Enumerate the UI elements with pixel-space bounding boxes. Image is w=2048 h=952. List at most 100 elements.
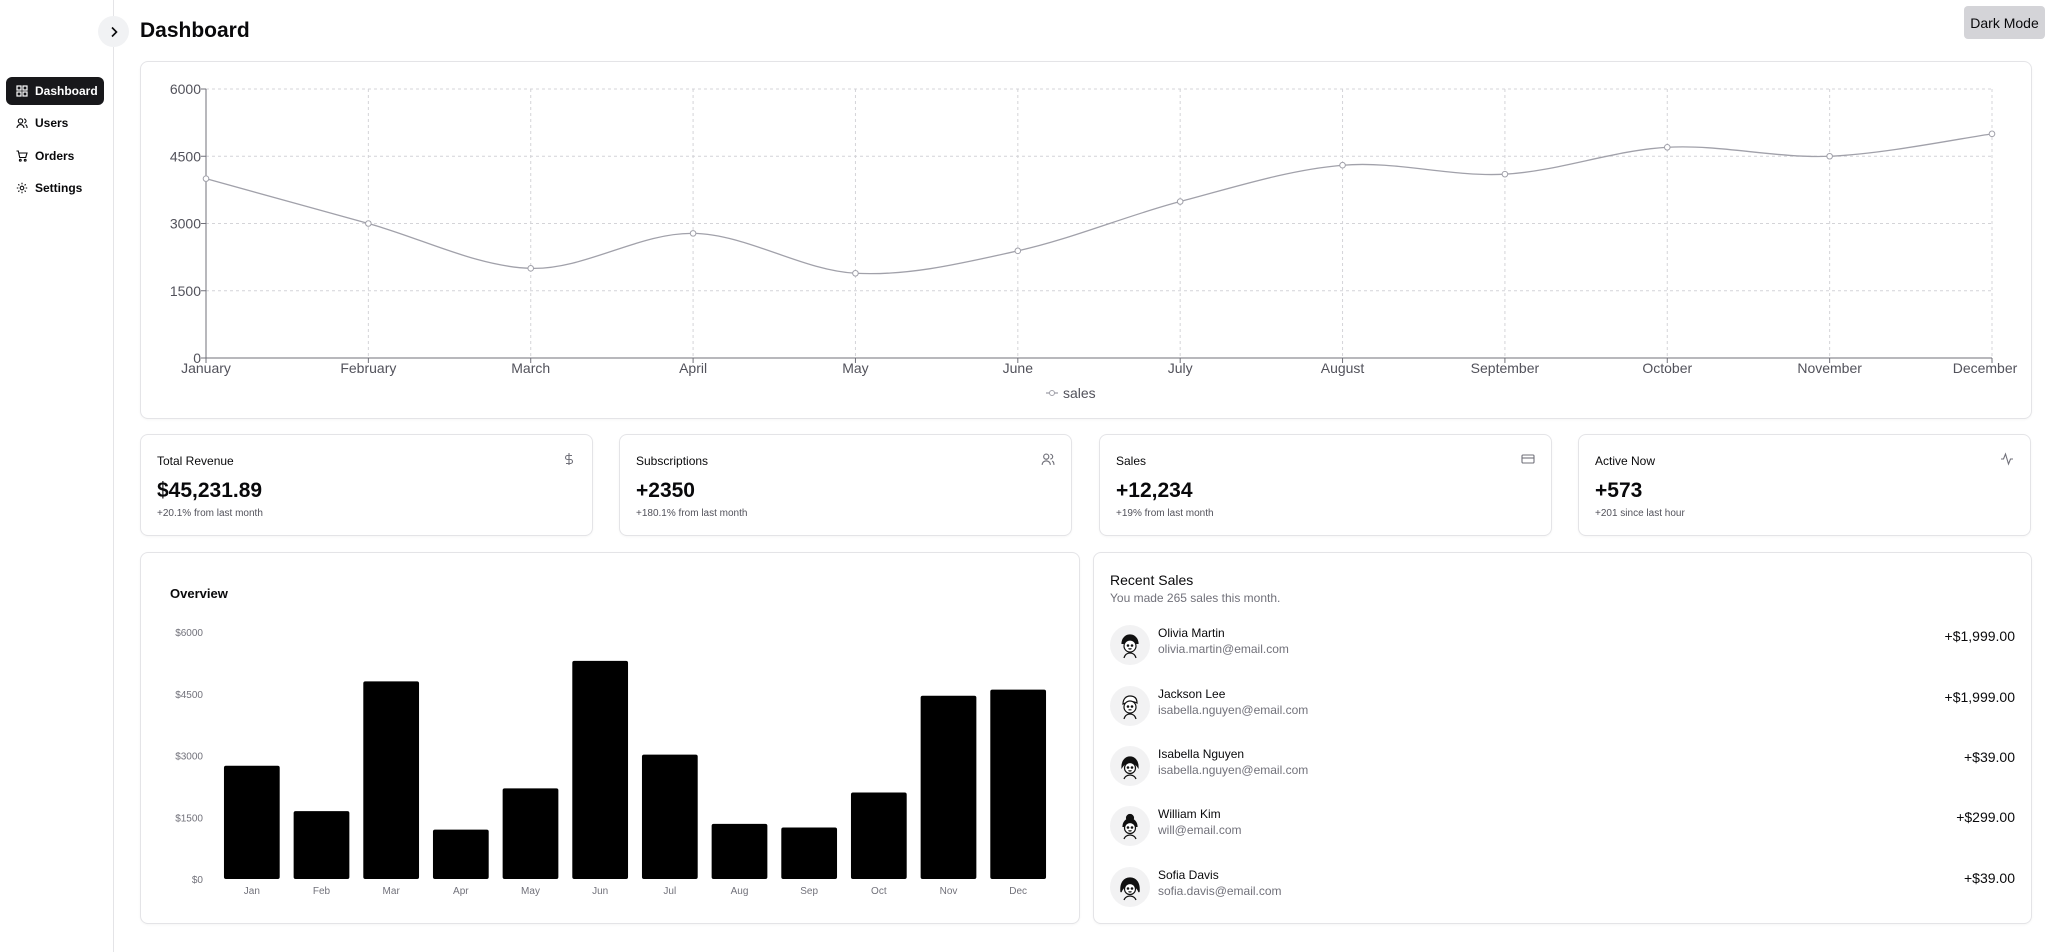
page-title: Dashboard [140, 19, 250, 42]
dollar-icon [564, 453, 574, 465]
stat-note: +201 since last hour [1595, 508, 1685, 519]
bar [572, 660, 629, 879]
data-point [1339, 161, 1346, 169]
x-tick-label: Jan [244, 886, 260, 897]
bar [920, 695, 977, 879]
sale-row[interactable]: Jackson Lee isabella.nguyen@email.com +$… [1110, 684, 2015, 728]
legend-swatch-point [1049, 390, 1055, 396]
x-tick-label: October [1642, 360, 1692, 376]
sidebar-toggle-button[interactable] [98, 16, 129, 47]
stat-card-subscriptions: Subscriptions +2350 +180.1% from last mo… [619, 434, 1072, 536]
grid-icon [16, 85, 28, 97]
data-point [1176, 198, 1184, 205]
dark-mode-button[interactable]: Dark Mode [1964, 6, 2045, 39]
stat-value: +573 [1595, 479, 1643, 502]
legend-label: sales [1063, 385, 1096, 401]
recent-sales-title: Recent Sales [1110, 572, 1194, 588]
sale-email: sofia.davis@email.com [1158, 884, 1282, 898]
x-tick-label: Jul [663, 886, 676, 897]
bar [990, 689, 1047, 879]
sidebar-item-orders[interactable]: Orders [6, 142, 104, 170]
y-tick-label: 3000 [170, 216, 201, 232]
sale-email: will@email.com [1158, 823, 1242, 837]
sidebar-item-dashboard[interactable]: Dashboard [6, 77, 104, 105]
avatar-face-icon [1122, 813, 1138, 840]
avatar-face-icon [1122, 695, 1138, 720]
sale-email: isabella.nguyen@email.com [1158, 703, 1309, 717]
recent-sales-subtitle: You made 265 sales this month. [1110, 591, 1281, 605]
y-tick-label: $3000 [175, 752, 203, 763]
sidebar-item-users[interactable]: Users [6, 109, 104, 137]
avatar-face-icon [1121, 756, 1139, 780]
x-tick-label: Dec [1009, 886, 1027, 897]
sale-row[interactable]: William Kim will@email.com +$299.00 [1110, 804, 2015, 848]
sale-email: olivia.martin@email.com [1158, 642, 1289, 656]
sidebar: Dashboard Users Orders Settings [0, 0, 114, 952]
y-tick-label: 4500 [170, 148, 201, 164]
x-tick-label: Nov [940, 886, 958, 897]
x-tick-label: Mar [383, 886, 401, 897]
data-point [1826, 152, 1833, 160]
sale-amount: +$1,999.00 [1944, 689, 2015, 705]
y-tick-label: 1500 [170, 283, 201, 299]
sale-amount: +$39.00 [1964, 870, 2015, 886]
sale-row[interactable]: Olivia Martin olivia.martin@email.com +$… [1110, 623, 2015, 667]
data-point [1663, 143, 1671, 151]
avatar [1110, 686, 1150, 726]
sale-email: isabella.nguyen@email.com [1158, 763, 1309, 777]
avatar [1110, 625, 1150, 665]
bar [293, 811, 350, 879]
y-tick-label: 0 [193, 350, 201, 366]
y-tick-label: $6000 [175, 628, 203, 639]
y-tick-label: $4500 [175, 690, 203, 701]
x-tick-label: January [181, 360, 231, 376]
x-tick-label: Jun [592, 886, 608, 897]
avatar [1110, 867, 1150, 907]
sales-line-chart: 0 1500 3000 4500 6000 January February March Apr… [140, 61, 2032, 419]
bar [223, 765, 280, 879]
activity-icon [2001, 452, 2013, 466]
data-point [1501, 170, 1509, 178]
stat-title: Active Now [1595, 454, 1656, 468]
sale-row[interactable]: Isabella Nguyen isabella.nguyen@email.co… [1110, 744, 2015, 788]
data-point [527, 265, 535, 272]
x-tick-label: May [842, 360, 868, 376]
x-tick-label: Sep [800, 886, 818, 897]
sale-amount: +$299.00 [1956, 809, 2015, 825]
x-tick-label: Aug [731, 886, 749, 897]
data-point [1988, 130, 1996, 138]
stat-note: +19% from last month [1116, 508, 1214, 519]
sidebar-item-label: Orders [35, 148, 75, 163]
x-tick-label: Feb [313, 886, 331, 897]
sidebar-item-settings[interactable]: Settings [6, 174, 104, 202]
sales-line [205, 133, 1993, 275]
sidebar-item-label: Dashboard [35, 84, 98, 98]
bar [363, 681, 420, 879]
x-tick-label: December [1953, 360, 2018, 376]
users-icon [1041, 453, 1055, 465]
x-tick-label: Apr [453, 886, 469, 897]
avatar [1110, 746, 1150, 786]
sidebar-item-label: Settings [35, 181, 83, 196]
cart-icon [16, 150, 28, 162]
x-tick-label: June [1003, 360, 1034, 376]
overview-card: Overview $0 $1500 $3000 $4500 $6000 Jan Feb Mar… [140, 552, 1080, 924]
y-tick-label: 6000 [170, 81, 201, 97]
bar [850, 792, 907, 879]
sale-row[interactable]: Sofia Davis sofia.davis@email.com +$39.0… [1110, 865, 2015, 909]
x-tick-label: November [1797, 360, 1862, 376]
bar [781, 827, 838, 879]
stat-card-active-now: Active Now +573 +201 since last hour [1578, 434, 2031, 536]
overview-bar-chart: $0 $1500 $3000 $4500 $6000 Jan Feb Mar Apr May Jun… [175, 628, 1047, 897]
gear-icon [16, 182, 28, 194]
stat-value: +12,234 [1116, 479, 1193, 502]
stat-value: +2350 [636, 479, 695, 502]
sidebar-nav: Dashboard Users Orders Settings [6, 77, 104, 207]
stat-title: Sales [1116, 454, 1147, 468]
sale-name: Olivia Martin [1158, 626, 1225, 640]
data-point [852, 269, 859, 277]
chevron-right-icon [110, 26, 118, 37]
x-tick-label: Oct [871, 886, 887, 897]
avatar-face-icon [1121, 634, 1139, 659]
sale-name: Sofia Davis [1158, 868, 1219, 882]
